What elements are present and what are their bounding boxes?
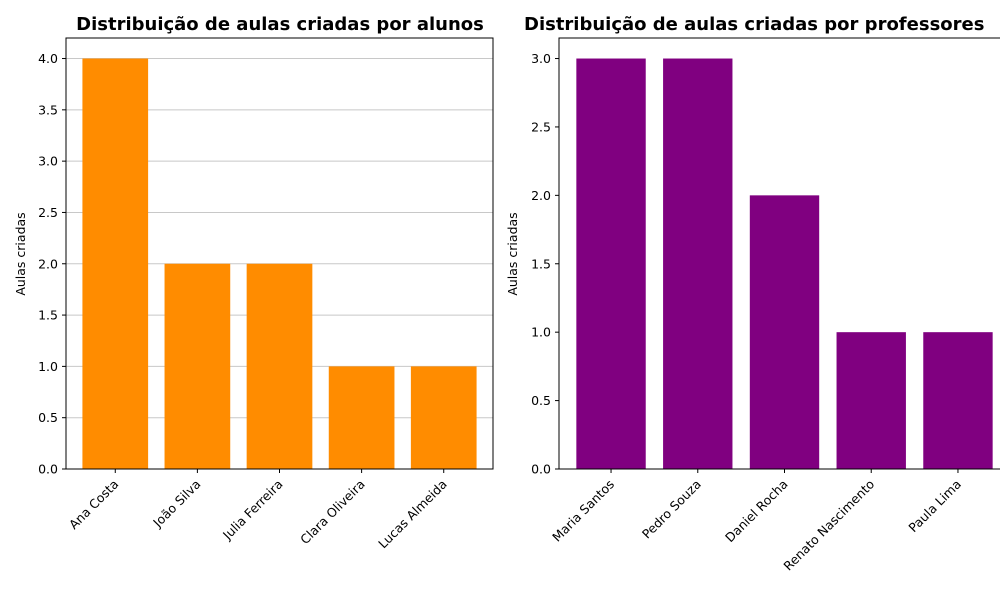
bar-students-4 xyxy=(410,366,477,469)
y-tick-label-teachers-6: 3.0 xyxy=(531,51,551,66)
bar-teachers-1 xyxy=(663,58,733,470)
bar-teachers-3 xyxy=(836,332,906,469)
y-tick-label-students-7: 3.5 xyxy=(38,102,58,117)
y-tick-label-teachers-5: 2.5 xyxy=(531,119,551,134)
y-tick-label-teachers-0: 0.0 xyxy=(531,462,551,477)
chart-teachers: Distribuição de aulas criadas por profes… xyxy=(505,14,1000,573)
y-tick-label-students-4: 2.0 xyxy=(38,256,58,271)
x-tick-label-teachers-2: Daniel Rocha xyxy=(722,477,791,546)
x-tick-label-students-3: Clara Oliveira xyxy=(297,477,368,548)
y-axis-label-teachers: Aulas criadas xyxy=(505,212,520,295)
x-tick-label-students-4: Lucas Almeida xyxy=(375,477,450,552)
x-tick-label-teachers-3: Renato Nascimento xyxy=(780,477,877,574)
y-tick-label-teachers-3: 1.5 xyxy=(531,256,551,271)
bar-teachers-0 xyxy=(576,58,646,470)
bar-students-3 xyxy=(328,366,395,469)
x-tick-label-students-1: João Silva xyxy=(149,477,203,531)
y-tick-label-students-6: 3.0 xyxy=(38,154,58,169)
y-tick-label-students-0: 0.0 xyxy=(38,462,58,477)
plot-area-students: 0.0 0.5 1.0 1.5 2.0 2.5 3.0 3.5 4.0 Ana Costa João… xyxy=(38,37,494,552)
chart-students: Distribuição de aulas criadas por alunos… xyxy=(13,14,494,552)
bar-teachers-2 xyxy=(749,195,820,469)
x-tick-label-students-0: Ana Costa xyxy=(66,477,122,533)
y-tick-label-students-5: 2.5 xyxy=(38,205,58,220)
plot-area-teachers: 0.0 0.5 1.0 1.5 2.0 2.5 3.0 Maria Santos Pedro S… xyxy=(531,37,1000,574)
x-tick-label-teachers-1: Pedro Souza xyxy=(639,477,704,542)
chart-title-teachers: Distribuição de aulas criadas por profes… xyxy=(524,14,984,35)
bar-teachers-4 xyxy=(923,332,993,469)
x-tick-label-teachers-0: Maria Santos xyxy=(549,477,617,545)
bar-students-2 xyxy=(246,263,313,469)
x-tick-label-teachers-4: Paula Lima xyxy=(905,477,964,536)
y-axis-label-students: Aulas criadas xyxy=(13,212,28,295)
bar-students-0 xyxy=(82,58,149,470)
y-tick-label-students-2: 1.0 xyxy=(38,359,58,374)
chart-title-students: Distribuição de aulas criadas por alunos xyxy=(76,14,484,35)
y-tick-label-teachers-1: 0.5 xyxy=(531,393,551,408)
y-tick-label-teachers-4: 2.0 xyxy=(531,188,551,203)
bar-students-1 xyxy=(164,263,231,469)
y-tick-label-students-1: 0.5 xyxy=(38,410,58,425)
y-tick-label-teachers-2: 1.0 xyxy=(531,325,551,340)
y-tick-label-students-8: 4.0 xyxy=(38,51,58,66)
x-tick-label-students-2: Julia Ferreira xyxy=(219,477,286,544)
y-tick-label-students-3: 1.5 xyxy=(38,308,58,323)
